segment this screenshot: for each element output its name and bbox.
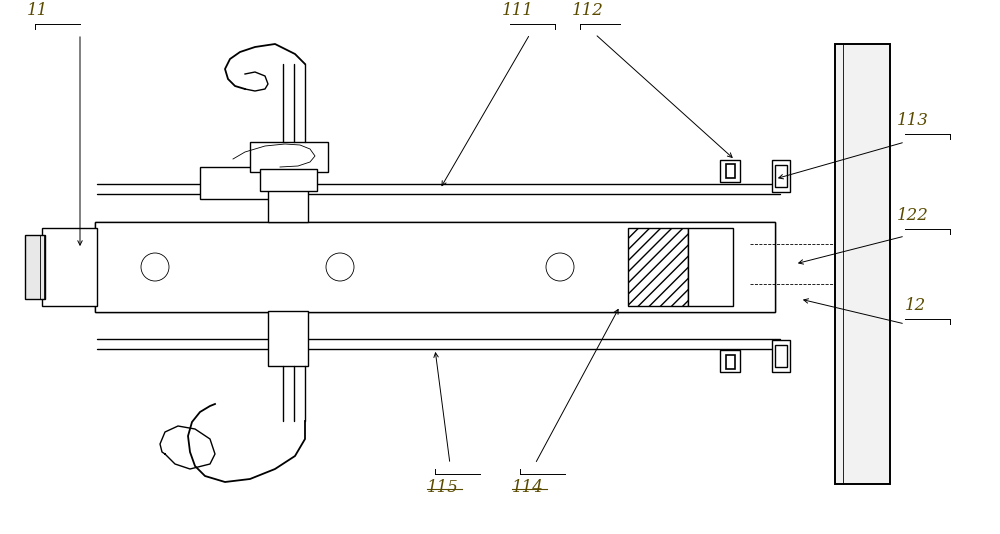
Circle shape <box>141 253 169 281</box>
Bar <box>268 311 308 366</box>
Text: 113: 113 <box>897 112 929 129</box>
Bar <box>772 160 790 192</box>
Bar <box>250 142 328 172</box>
Text: 111: 111 <box>502 2 534 19</box>
Circle shape <box>326 253 354 281</box>
Bar <box>720 160 740 182</box>
Text: 122: 122 <box>897 207 929 224</box>
Bar <box>42 228 97 306</box>
Bar <box>268 167 308 222</box>
Bar <box>95 222 775 312</box>
Bar <box>835 44 890 484</box>
Bar <box>772 340 790 372</box>
Circle shape <box>546 253 574 281</box>
Bar <box>95 222 775 312</box>
Bar <box>720 350 740 372</box>
Text: 11: 11 <box>27 2 48 19</box>
Bar <box>775 345 787 367</box>
Bar <box>726 355 735 369</box>
Bar <box>260 169 317 191</box>
Text: 114: 114 <box>512 479 544 496</box>
Bar <box>775 165 787 187</box>
Bar <box>25 235 45 299</box>
Text: 112: 112 <box>572 2 604 19</box>
Text: 12: 12 <box>905 297 926 314</box>
Text: 115: 115 <box>427 479 459 496</box>
Bar <box>200 167 275 199</box>
Bar <box>726 164 735 178</box>
Bar <box>688 228 733 306</box>
Bar <box>628 228 688 306</box>
